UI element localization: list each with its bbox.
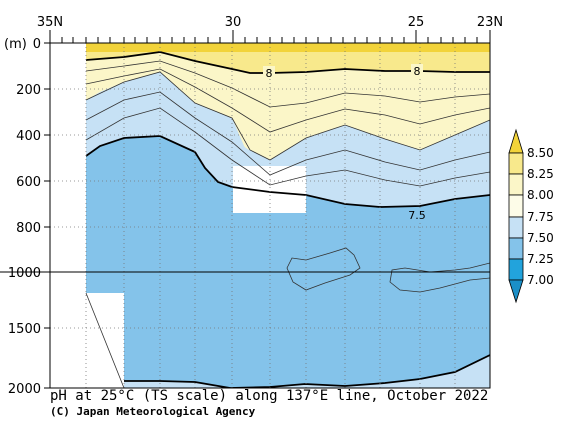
colorbar-seg-6 (508, 258, 524, 281)
lat-label-25: 25 (408, 15, 425, 30)
contour-7-55 (85, 107, 490, 187)
colorbar-seg-5 (508, 237, 524, 260)
colorbar-seg-3 (508, 194, 524, 218)
colorbar-seg-2 (508, 173, 524, 196)
fill-ph-7-50-7-75-bottom (124, 355, 490, 388)
depth-label-600: 600 (16, 175, 41, 190)
top-axis-labels: 35N 30 25 23N (37, 15, 503, 30)
contour-7-8 (85, 68, 490, 133)
colorbar-label-8-00: 8.00 (527, 188, 554, 202)
top-axis-ticks (49, 30, 491, 43)
contour-label-7-5: 7.5 (408, 209, 426, 222)
colorbar-label-7-25: 7.25 (527, 252, 554, 266)
depth-grid (50, 88, 490, 329)
depth-label-1500: 1500 (8, 322, 41, 337)
contour-label-8-left: 8 (266, 67, 273, 80)
contour-7-6 (85, 91, 490, 176)
no-data-left (50, 43, 86, 270)
colorbar-label-7-75: 7.75 (527, 210, 554, 224)
depth-label-2000: 2000 (8, 382, 41, 397)
colorbar-label-8-50: 8.50 (527, 146, 554, 160)
contour-7-5-bottom (124, 354, 490, 388)
contour-label-8-right: 8 (414, 65, 421, 78)
depth-label-0: 0 (33, 37, 41, 52)
depth-label-400: 400 (16, 129, 41, 144)
colorbar-label-7-50: 7.50 (527, 231, 554, 245)
depth-axis-ticks (44, 42, 50, 389)
colorbar-seg-1 (508, 152, 524, 175)
no-data-left-lower-cut (86, 270, 124, 293)
colorbar-label-7-00: 7.00 (527, 273, 554, 287)
depth-label-200: 200 (16, 83, 41, 98)
no-data-box (233, 166, 306, 213)
fill-ph-7-50-7-75-wedge (86, 83, 490, 207)
depth-label-1000: 1000 (8, 266, 41, 281)
chart-credit: (C) Japan Meteorological Agency (50, 405, 256, 418)
contour-7-4-left (286, 247, 361, 291)
colorbar-bottom-cap (508, 279, 524, 304)
depth-label-800: 800 (16, 221, 41, 236)
sea-floor-line (85, 292, 125, 388)
depth-axis-labels: (m) 0 200 400 600 800 1000 1500 2000 (4, 37, 41, 397)
chart-title: pH at 25°C (TS scale) along 137°E line, … (50, 388, 489, 404)
fill-ph-above-8-25 (86, 43, 490, 52)
contour-7-9 (85, 60, 490, 108)
lat-label-23n: 23N (477, 15, 503, 30)
colorbar-top-cap (508, 128, 524, 154)
lat-label-35n: 35N (37, 15, 63, 30)
colorbar: 8.50 8.25 8.00 7.75 7.50 7.25 7.00 (508, 128, 554, 304)
colorbar-label-8-25: 8.25 (527, 167, 554, 181)
lat-label-30: 30 (225, 15, 242, 30)
contour-value-labels: 8 8 7.5 (263, 64, 429, 222)
contour-7-4-right (389, 262, 490, 293)
depth-unit: (m) (4, 37, 27, 52)
colorbar-seg-4 (508, 216, 524, 239)
